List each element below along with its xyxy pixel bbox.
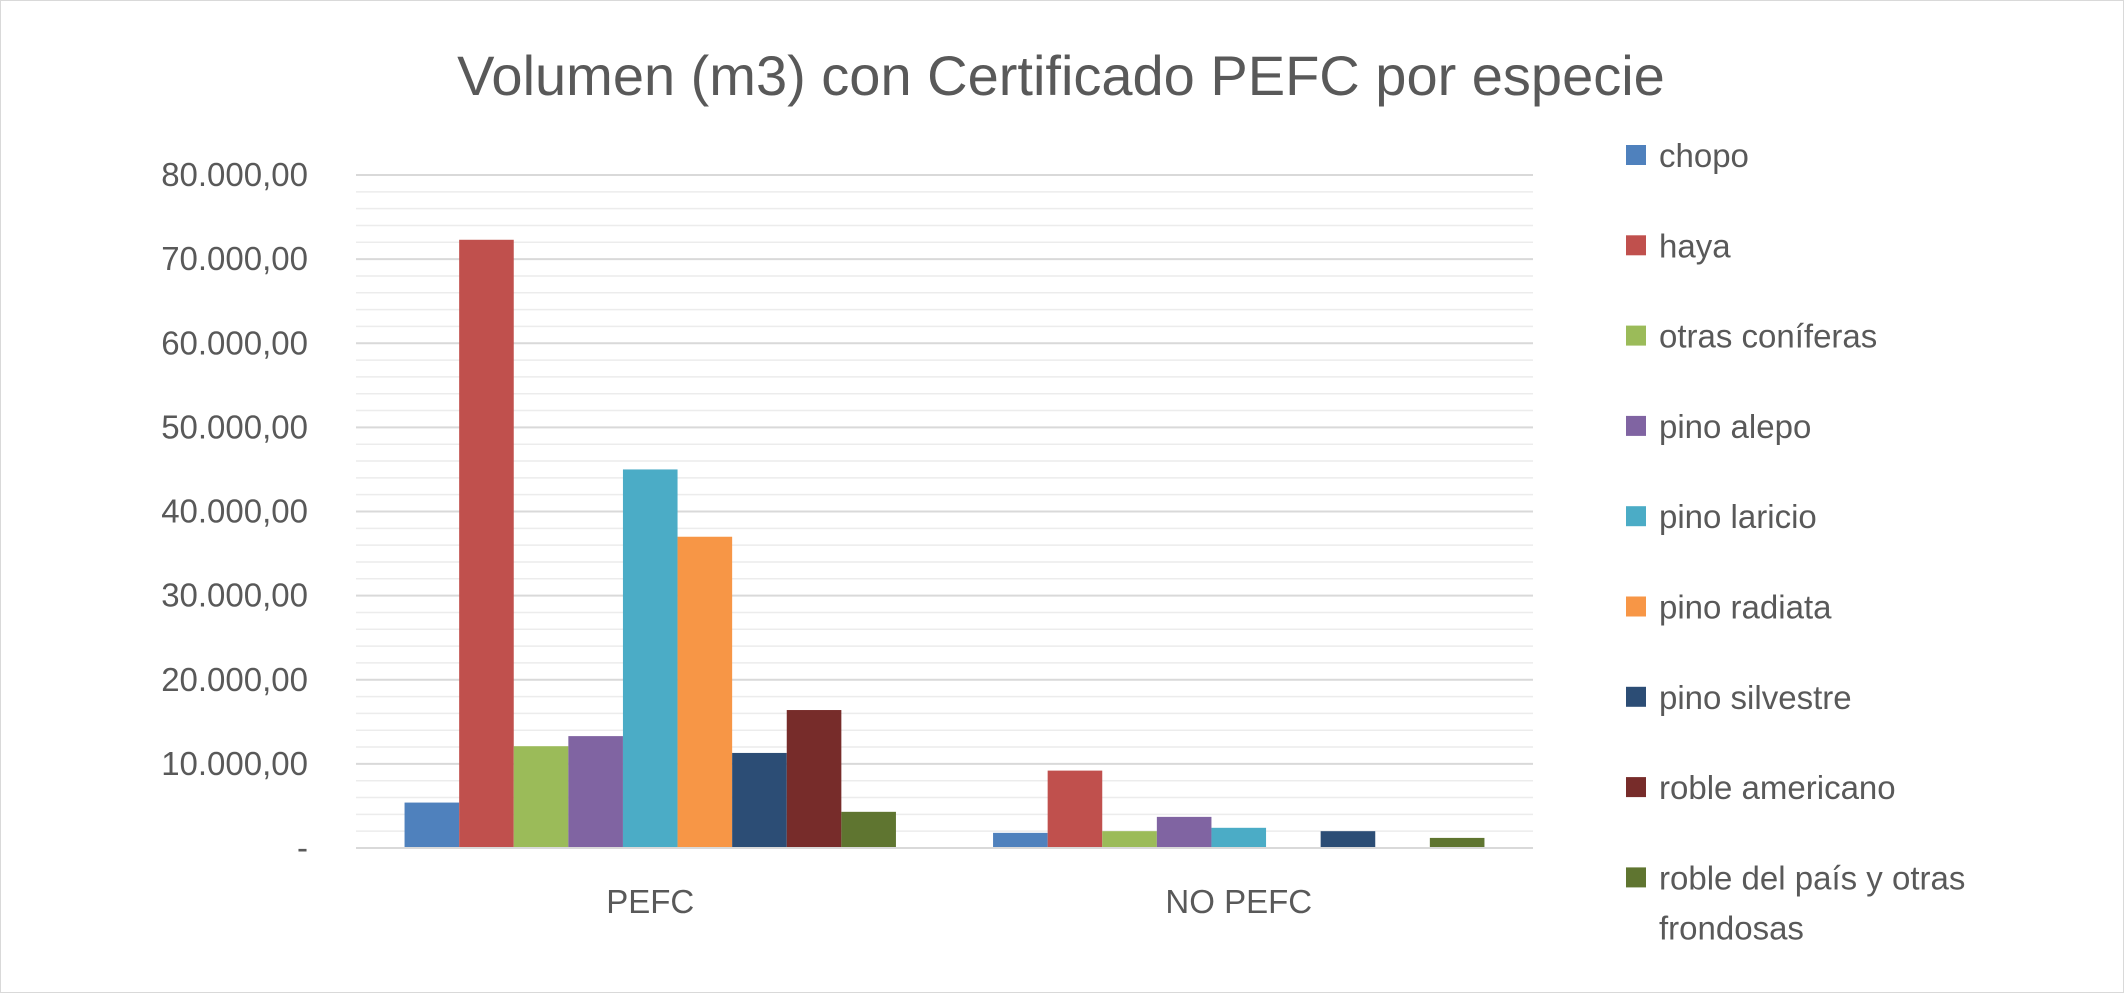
y-tick-label: 20.000,00 <box>161 661 308 698</box>
y-tick-label: 40.000,00 <box>161 493 308 530</box>
y-axis-ticks: - 10.000,00 20.000,00 30.000,00 40.000,00 50.… <box>161 156 308 866</box>
legend-label: pino laricio <box>1659 498 1817 535</box>
y-tick-label: - <box>297 829 308 866</box>
legend-label: roble americano <box>1659 769 1896 806</box>
legend-swatch <box>1626 867 1646 888</box>
bar <box>513 746 569 848</box>
legend-swatch <box>1626 686 1646 707</box>
bar <box>993 832 1048 848</box>
legend-swatch <box>1626 415 1646 436</box>
legend-swatch <box>1626 596 1646 617</box>
legend-label: pino radiata <box>1659 589 1832 626</box>
legend-label: roble del país y otras <box>1659 859 1965 896</box>
legend-label: pino silvestre <box>1659 679 1852 716</box>
y-tick-label: 70.000,00 <box>161 240 308 277</box>
bar <box>732 752 787 848</box>
y-tick-label: 80.000,00 <box>161 156 308 193</box>
legend-label: chopo <box>1659 137 1749 174</box>
x-axis-ticks: PEFC NO PEFC <box>606 883 1312 920</box>
bar <box>568 736 623 848</box>
bar <box>1429 837 1485 848</box>
bar <box>459 239 514 848</box>
y-tick-label: 60.000,00 <box>161 324 308 361</box>
bar <box>1047 770 1103 848</box>
legend-label: otras coníferas <box>1659 318 1877 355</box>
chart-title: Volumen (m3) con Certificado PEFC por es… <box>457 44 1665 107</box>
x-tick-label: PEFC <box>606 883 694 920</box>
y-tick-label: 50.000,00 <box>161 408 308 445</box>
bar <box>622 469 678 848</box>
bar <box>404 802 460 848</box>
y-tick-label: 10.000,00 <box>161 745 308 782</box>
legend-swatch <box>1626 325 1646 346</box>
legend-swatch <box>1626 145 1646 165</box>
bar <box>677 536 733 848</box>
x-tick-label: NO PEFC <box>1165 883 1312 920</box>
bar <box>786 710 842 848</box>
bar <box>1320 831 1376 848</box>
bar <box>1156 816 1212 848</box>
legend-swatch <box>1626 777 1646 798</box>
legend-swatch <box>1626 235 1646 256</box>
legend: chopo haya otras coníferas pino alepo pino l… <box>1626 137 1965 946</box>
y-tick-label: 30.000,00 <box>161 577 308 614</box>
gridlines <box>356 174 1533 832</box>
legend-swatch <box>1626 506 1646 527</box>
legend-label: frondosas <box>1659 909 1804 946</box>
bars <box>404 239 1485 848</box>
bar <box>1211 827 1267 848</box>
legend-label: haya <box>1659 227 1731 264</box>
legend-label: pino alepo <box>1659 408 1811 445</box>
bar <box>1102 831 1157 848</box>
bar <box>841 811 896 848</box>
